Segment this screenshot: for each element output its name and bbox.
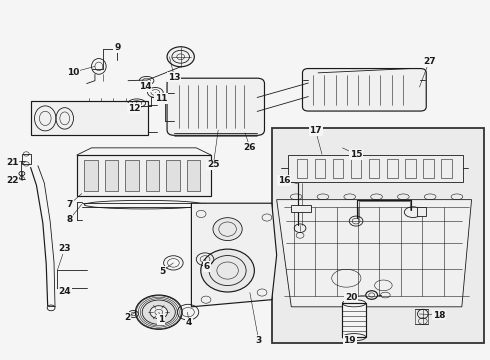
Text: 5: 5 [159,267,165,276]
Bar [441,158,452,178]
Bar [369,158,379,178]
Text: 25: 25 [207,161,220,170]
Bar [146,160,159,191]
Bar [315,158,325,178]
Bar [105,160,118,191]
Bar [30,102,147,135]
Bar [288,155,463,182]
Text: 6: 6 [204,262,210,271]
Text: 19: 19 [343,336,356,345]
Text: 7: 7 [67,200,73,209]
Bar [187,160,200,191]
Bar [115,49,120,52]
Text: 14: 14 [139,82,151,91]
Text: 8: 8 [67,215,73,224]
Bar [296,158,307,178]
Bar [272,128,484,342]
FancyBboxPatch shape [302,68,426,111]
Text: 9: 9 [114,43,121,52]
Ellipse shape [201,249,254,292]
Text: 18: 18 [433,311,445,320]
Bar [77,155,211,196]
Text: 10: 10 [67,68,80,77]
Text: 26: 26 [244,143,256,152]
Bar [405,158,416,178]
Bar [423,158,434,178]
Bar [343,303,366,337]
Text: 2: 2 [124,313,130,322]
Bar [84,160,98,191]
Text: 13: 13 [168,73,181,82]
Bar [22,154,30,164]
Text: 22: 22 [6,176,18,185]
Text: 23: 23 [58,244,71,253]
Bar [166,160,180,191]
Text: 16: 16 [278,176,290,185]
Text: 3: 3 [255,336,262,345]
Text: 20: 20 [345,293,357,302]
Bar [416,207,426,216]
Text: 1: 1 [158,315,164,324]
Bar [387,158,397,178]
Polygon shape [192,203,277,307]
Ellipse shape [167,47,195,67]
Text: 4: 4 [186,318,192,327]
Text: 11: 11 [155,94,168,103]
Ellipse shape [150,306,168,319]
Bar [291,205,311,212]
Ellipse shape [142,300,175,324]
Bar [125,160,139,191]
Text: 24: 24 [58,287,71,296]
Text: 27: 27 [423,57,436,66]
FancyBboxPatch shape [167,78,265,135]
Ellipse shape [135,295,182,329]
Ellipse shape [213,218,242,240]
Text: 12: 12 [128,104,140,113]
Bar [351,158,362,178]
Bar [333,158,343,178]
Text: 17: 17 [309,126,322,135]
Text: 21: 21 [6,158,18,167]
Polygon shape [277,200,471,307]
Text: 15: 15 [350,150,362,159]
